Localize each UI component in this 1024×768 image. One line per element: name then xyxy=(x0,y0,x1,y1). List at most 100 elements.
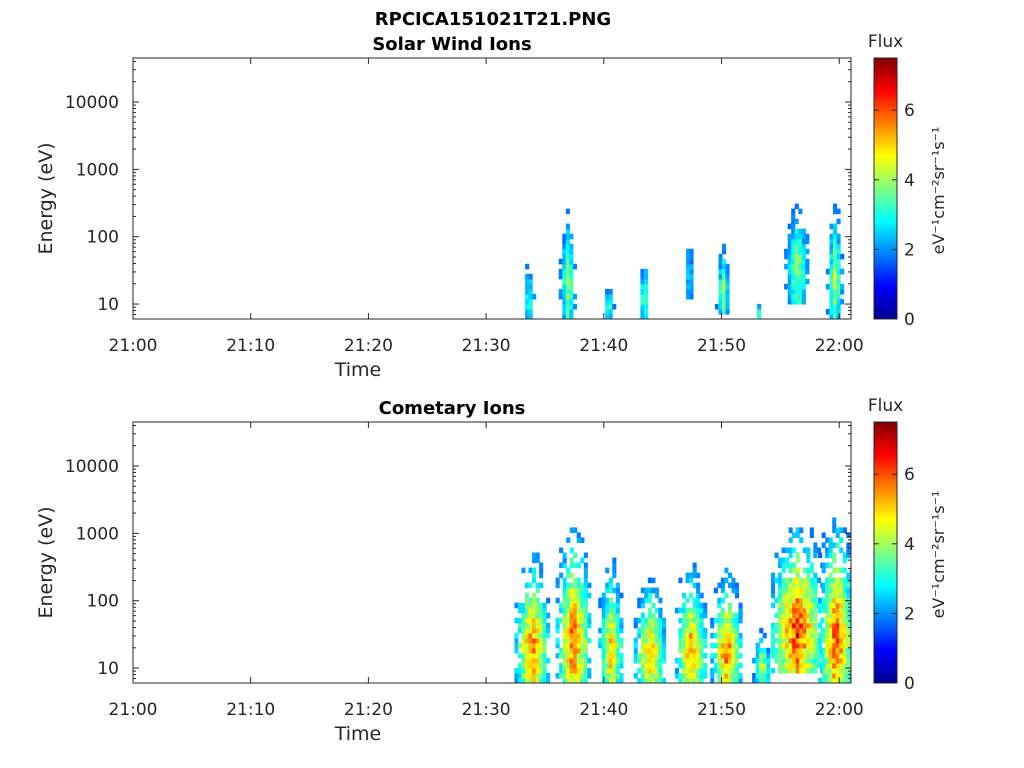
heatmap-cell-burst-2 xyxy=(612,572,617,579)
heatmap-cell-burst-5 xyxy=(727,572,732,579)
heatmap-cell-burst-4 xyxy=(686,288,691,295)
heatmap-cell-burst-1 xyxy=(559,652,564,659)
heatmap-cell-burst-1 xyxy=(562,627,567,634)
heatmap-cell-burst-7 xyxy=(785,562,790,569)
heatmap-cell-burst-7 xyxy=(785,627,790,634)
heatmap-cell-burst-7 xyxy=(813,657,818,664)
heatmap-cell-burst-7 xyxy=(791,273,796,280)
heatmap-cell-burst-2 xyxy=(615,632,620,639)
heatmap-cell-burst-2 xyxy=(605,632,610,639)
heatmap-cell-burst-3 xyxy=(644,303,649,310)
heatmap-cell-burst-7 xyxy=(778,582,783,589)
heatmap-cell-burst-1 xyxy=(555,582,560,589)
heatmap-cell-burst-8 xyxy=(842,612,847,619)
heatmap-cell-burst-8 xyxy=(846,592,851,599)
heatmap-cell-burst-3 xyxy=(640,587,645,594)
heatmap-cell-burst-3 xyxy=(654,617,659,624)
heatmap-cell-burst-0 xyxy=(517,662,522,669)
heatmap-cell-burst-1 xyxy=(565,233,570,240)
heatmap-cell-burst-4 xyxy=(699,607,704,614)
heatmap-cell-burst-7 xyxy=(771,667,776,674)
heatmap-cell-burst-0 xyxy=(535,612,540,619)
heatmap-cell-burst-8 xyxy=(846,552,851,559)
heatmap-cell-burst-7 xyxy=(813,642,818,649)
heatmap-cell-burst-6 xyxy=(766,667,771,674)
heatmap-cell-burst-8 xyxy=(842,527,847,533)
heatmap-cell-burst-7 xyxy=(806,607,811,614)
heatmap-cell-burst-1 xyxy=(573,637,578,644)
heatmap-cell-burst-8 xyxy=(832,567,837,574)
heatmap-cell-burst-3 xyxy=(658,647,663,654)
heatmap-cell-burst-8 xyxy=(828,673,833,679)
heatmap-cell-burst-5 xyxy=(734,587,739,594)
heatmap-cell-burst-4 xyxy=(696,587,701,594)
heatmap-cell-burst-7 xyxy=(795,622,800,629)
heatmap-cell-burst-1 xyxy=(583,612,588,619)
heatmap-cell-burst-0 xyxy=(535,662,540,669)
heatmap-cell-burst-7 xyxy=(809,637,814,644)
heatmap-cell-burst-5 xyxy=(734,582,739,589)
heatmap-cell-burst-8 xyxy=(846,642,851,649)
heatmap-cell-burst-5 xyxy=(710,667,715,674)
heatmap-cell-burst-7 xyxy=(787,298,792,305)
heatmap-cell-burst-7 xyxy=(791,223,796,230)
heatmap-cell-burst-7 xyxy=(781,652,786,659)
heatmap-cell-burst-8 xyxy=(825,612,830,619)
heatmap-cell-burst-8 xyxy=(828,662,833,669)
heatmap-cell-burst-0 xyxy=(525,278,530,285)
heatmap-cell-burst-8 xyxy=(825,592,830,599)
heatmap-cell-burst-8 xyxy=(839,667,844,674)
heatmap-cell-burst-7 xyxy=(813,577,818,584)
heatmap-cell-burst-8 xyxy=(828,577,833,584)
heatmap-cell-burst-4 xyxy=(689,642,694,649)
heatmap-cell-burst-4 xyxy=(696,592,701,599)
heatmap-cell-burst-0 xyxy=(532,557,537,564)
heatmap-cell-burst-7 xyxy=(781,567,786,574)
heatmap-cell-burst-7 xyxy=(801,238,806,245)
heatmap-cell-burst-6 xyxy=(766,662,771,669)
heatmap-cell-burst-4 xyxy=(678,647,683,654)
heatmap-cell-burst-2 xyxy=(605,587,610,594)
heatmap-cell-burst-1 xyxy=(559,617,564,624)
heatmap-cell-burst-7 xyxy=(813,597,818,604)
heatmap-cell-burst-5 xyxy=(727,617,732,624)
heatmap-cell-burst-2 xyxy=(608,657,613,664)
heatmap-cell-burst-2 xyxy=(601,662,606,669)
heatmap-cell-burst-3 xyxy=(644,309,649,315)
heatmap-cell-burst-7 xyxy=(809,662,814,669)
heatmap-cell-burst-8 xyxy=(829,243,834,250)
heatmap-cell-burst-8 xyxy=(825,657,830,664)
heatmap-cell-burst-1 xyxy=(576,678,581,683)
heatmap-cell-burst-7 xyxy=(791,268,796,275)
heatmap-cell-burst-7 xyxy=(788,612,793,619)
heatmap-cell-burst-2 xyxy=(612,602,617,609)
heatmap-cell-burst-4 xyxy=(682,673,687,679)
heatmap-cell-burst-0 xyxy=(532,678,537,683)
heatmap-cell-burst-4 xyxy=(686,273,691,280)
heatmap-cell-burst-7 xyxy=(791,228,796,235)
heatmap-cell-burst-8 xyxy=(846,532,851,538)
heatmap-cell-burst-5 xyxy=(724,642,729,649)
heatmap-cell-burst-8 xyxy=(839,627,844,634)
heatmap-cell-burst-1 xyxy=(573,602,578,609)
heatmap-cell-burst-3 xyxy=(662,678,667,683)
heatmap-cell-burst-7 xyxy=(785,637,790,644)
heatmap-cell-burst-1 xyxy=(583,597,588,604)
heatmap-cell-burst-7 xyxy=(806,632,811,639)
heatmap-cell-burst-7 xyxy=(785,647,790,654)
heatmap-cell-burst-6 xyxy=(762,673,767,679)
x-tick-label: 21:40 xyxy=(579,336,628,356)
heatmap-cell-burst-5 xyxy=(731,627,736,634)
heatmap-cell-burst-6 xyxy=(755,667,760,674)
heatmap-cell-burst-3 xyxy=(644,288,649,295)
heatmap-cell-burst-4 xyxy=(674,657,679,664)
heatmap-cell-burst-7 xyxy=(792,597,797,604)
heatmap-cell-burst-7 xyxy=(774,597,779,604)
heatmap-cell-burst-3 xyxy=(644,617,649,624)
heatmap-cell-burst-1 xyxy=(580,637,585,644)
heatmap-cell-burst-5 xyxy=(717,657,722,664)
heatmap-cell-burst-7 xyxy=(781,647,786,654)
heatmap-cell-burst-2 xyxy=(598,642,603,649)
heatmap-cell-burst-8 xyxy=(832,647,837,654)
heatmap-cell-burst-1 xyxy=(566,637,571,644)
